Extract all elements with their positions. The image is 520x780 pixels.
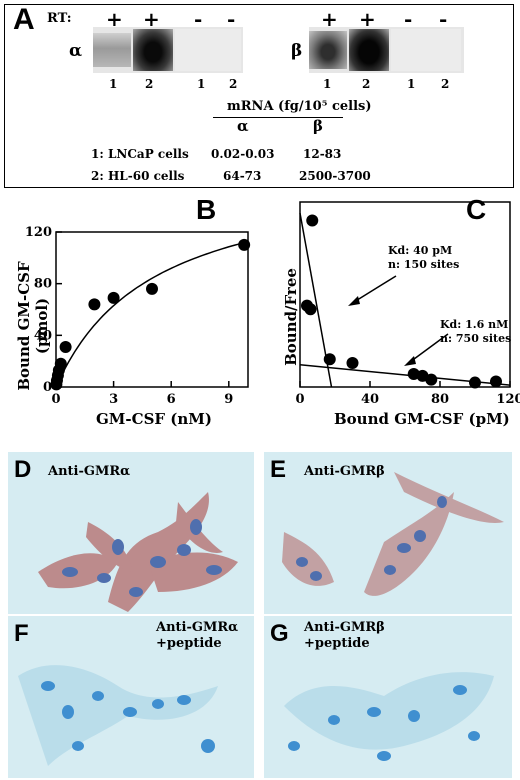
table-cell: 0.02-0.03 xyxy=(211,147,275,161)
rt-sign: - xyxy=(404,7,413,31)
panel-c-letter: C xyxy=(466,194,487,225)
lane-number: 1 xyxy=(197,77,206,91)
table-cell: 12-83 xyxy=(303,147,342,161)
y-tick-label: 0 xyxy=(43,380,52,395)
fit-curve xyxy=(55,241,245,388)
micrograph-f: F Anti-GMRα +peptide xyxy=(8,616,254,778)
y-tick-label: 80 xyxy=(34,277,52,292)
lane-number: 2 xyxy=(145,77,154,91)
data-point xyxy=(425,373,438,386)
rt-sign: - xyxy=(439,7,448,31)
alpha-gel-image xyxy=(93,27,243,73)
x-tick-label: 6 xyxy=(167,392,176,407)
chart-c: 0 40 80 120 xyxy=(295,201,520,407)
rt-sign: + xyxy=(321,7,338,31)
chart-c-ylabel: Bound/Free xyxy=(282,268,300,366)
data-point xyxy=(346,356,359,369)
rt-sign: + xyxy=(106,7,123,31)
table-header: mRNA (fg/10⁵ cells) xyxy=(227,99,372,114)
micrograph-f-caption2: +peptide xyxy=(156,636,222,651)
alpha-label: α xyxy=(69,41,83,61)
chart-b-xlabel: GM-CSF (nM) xyxy=(96,410,212,428)
micrograph-g-letter: G xyxy=(270,620,289,647)
data-point xyxy=(107,291,120,304)
data-point xyxy=(146,282,158,295)
beta-gel-image xyxy=(309,27,464,73)
annotation-arrow xyxy=(409,333,449,363)
chart-b-ylabel: Bound GM-CSF (pmol) xyxy=(15,261,51,391)
annotation-arrow xyxy=(353,275,397,303)
micrograph-e-caption: Anti-GMRβ xyxy=(304,464,385,479)
lane-number: 2 xyxy=(441,77,450,91)
micrograph-f-caption: Anti-GMRα xyxy=(156,620,239,635)
lane-number: 2 xyxy=(229,77,238,91)
rt-label: RT: xyxy=(47,11,72,26)
data-point xyxy=(490,375,502,388)
micrograph-g-caption: Anti-GMRβ xyxy=(304,620,385,635)
beta-label: β xyxy=(291,41,303,61)
table-row-label: 2: HL-60 cells xyxy=(91,169,185,183)
lane-number: 2 xyxy=(362,77,371,91)
x-tick-label: 9 xyxy=(224,392,233,407)
plot-frame xyxy=(299,201,511,388)
table-col-beta: β xyxy=(313,117,323,135)
lane-number: 1 xyxy=(323,77,332,91)
cells-image xyxy=(284,672,494,761)
data-point xyxy=(88,298,101,311)
cells-image xyxy=(38,492,238,612)
x-tick-label: 120 xyxy=(496,392,520,407)
rt-sign: - xyxy=(227,7,236,31)
data-point xyxy=(54,357,67,370)
micrograph-d-letter: D xyxy=(14,456,32,483)
x-tick-label: 40 xyxy=(361,392,379,407)
table-col-alpha: α xyxy=(237,117,249,135)
chart-c-xlabel: Bound GM-CSF (pM) xyxy=(334,410,510,428)
micrograph-e: E Anti-GMRβ xyxy=(264,452,512,614)
data-point xyxy=(469,376,481,389)
y-tick-label: 40 xyxy=(34,328,52,343)
lane-number: 1 xyxy=(109,77,118,91)
annotation-kd2: Kd: 1.6 nM xyxy=(440,318,509,331)
x-tick-label: 0 xyxy=(51,392,60,407)
data-point xyxy=(59,340,72,353)
data-point xyxy=(306,214,319,227)
micrograph-d-caption: Anti-GMRα xyxy=(48,464,131,479)
annotation-arrowhead xyxy=(348,296,360,306)
x-tick-label: 80 xyxy=(431,392,449,407)
cells-image xyxy=(18,665,218,766)
cells-image xyxy=(282,472,504,596)
chart-b: 0 3 6 9 0 40 80 120 xyxy=(25,225,251,407)
micrograph-e-letter: E xyxy=(270,456,287,483)
panel-a: A RT: + + - - + + - - α β 1 2 1 2 1 2 1 … xyxy=(4,3,514,188)
rt-sign: - xyxy=(194,7,203,31)
panel-a-letter: A xyxy=(13,3,35,36)
y-tick-label: 120 xyxy=(25,225,52,240)
micrograph-g: G Anti-GMRβ +peptide xyxy=(264,616,512,778)
annotation-arrowhead xyxy=(404,356,416,366)
lane-number: 1 xyxy=(407,77,416,91)
micrograph-d: D Anti-GMRα xyxy=(8,452,254,614)
rt-sign: + xyxy=(359,7,376,31)
data-point xyxy=(238,238,251,251)
data-point xyxy=(323,353,336,366)
table-row-label: 1: LNCaP cells xyxy=(91,147,189,161)
table-rule xyxy=(213,117,343,118)
annotation-kd1: Kd: 40 pM xyxy=(388,244,453,257)
plot-frame xyxy=(55,231,249,388)
micrograph-g-caption2: +peptide xyxy=(304,636,370,651)
table-cell: 2500-3700 xyxy=(299,169,371,183)
x-tick-label: 3 xyxy=(109,392,118,407)
annotation-n1: n: 150 sites xyxy=(388,258,460,271)
table-cell: 64-73 xyxy=(223,169,262,183)
annotation-n2: n: 750 sites xyxy=(440,332,512,345)
rt-sign: + xyxy=(143,7,160,31)
micrograph-f-letter: F xyxy=(14,620,29,647)
panel-b-letter: B xyxy=(196,194,217,225)
x-tick-label: 0 xyxy=(295,392,304,407)
data-point xyxy=(304,303,317,316)
